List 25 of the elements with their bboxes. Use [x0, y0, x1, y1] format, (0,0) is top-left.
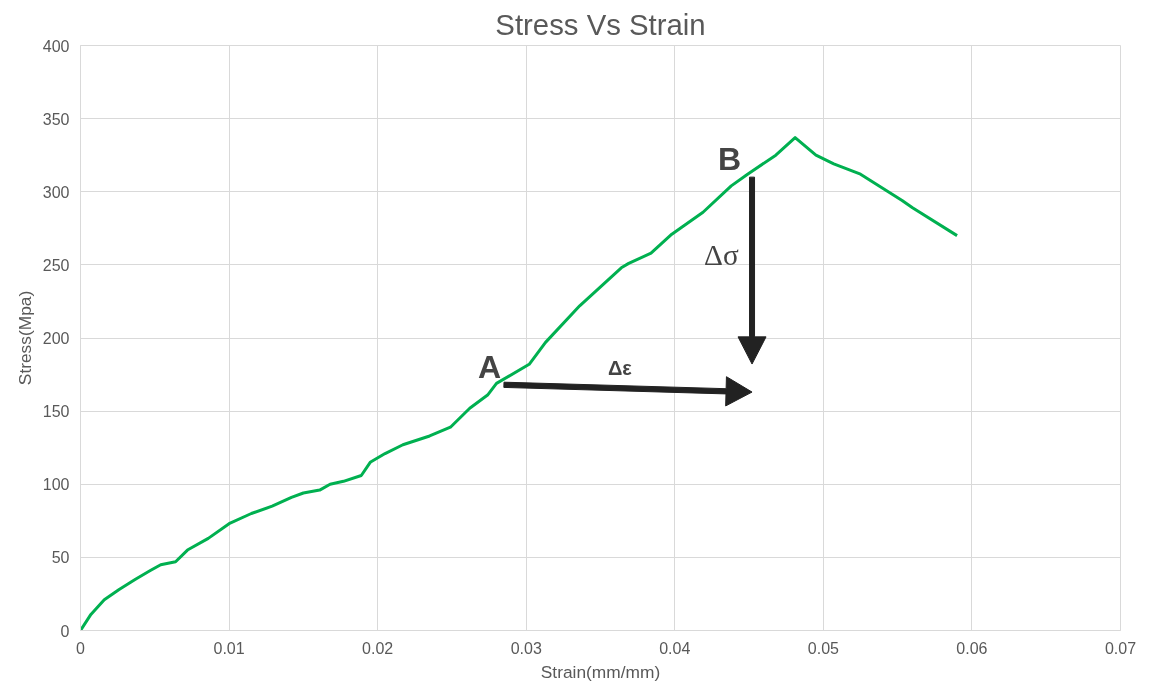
y-tick-label: 0 [60, 622, 70, 640]
y-tick-label: 200 [42, 330, 70, 347]
y-tick-label: 100 [42, 476, 70, 494]
annotation: Δε [607, 356, 633, 379]
y-tick-label: 150 [42, 403, 70, 421]
x-axis-title: Strain(mm/mm) [540, 661, 661, 682]
x-tick-label: 0.03 [510, 639, 542, 657]
chart-title: Stress Vs Strain [495, 7, 706, 41]
annotation: B [718, 141, 742, 178]
x-tick-label: 0.01 [213, 639, 245, 657]
annotation: A [477, 348, 502, 385]
x-tick-label: 0 [76, 639, 86, 657]
y-tick-label: 250 [42, 256, 70, 274]
y-axis-title: Stress(Mpa) [14, 290, 35, 386]
line-series [80, 136, 959, 631]
annotation: Δσ [704, 238, 739, 271]
y-tick-label: 50 [51, 549, 70, 567]
x-tick-label: 0.06 [956, 639, 988, 657]
x-tick-label: 0.04 [659, 639, 691, 657]
y-tick-label: 400 [42, 37, 70, 55]
y-tick-label: 350 [42, 110, 70, 128]
x-tick-label: 0.02 [362, 639, 394, 657]
y-tick-label: 300 [42, 183, 70, 201]
x-tick-label: 0.05 [807, 639, 840, 657]
x-tick-label: 0.07 [1104, 639, 1137, 657]
